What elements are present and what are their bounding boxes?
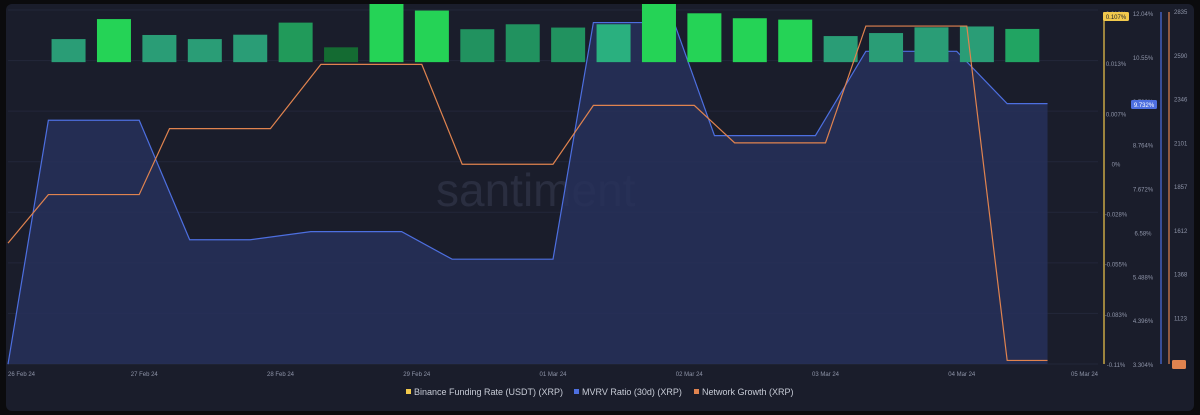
mvrv-tick-label: 5.488% (1133, 275, 1154, 281)
x-tick-label: 03 Mar 24 (812, 372, 840, 378)
funding-bar-4 (187, 39, 222, 63)
mvrv-axis-marker (1131, 100, 1157, 109)
legend-swatch-1 (406, 389, 411, 394)
mvrv-area (8, 22, 1048, 365)
funding-axis-marker (1103, 12, 1129, 21)
mvrv-tick-label: 12.04% (1133, 12, 1154, 18)
funding-bar-3 (142, 34, 177, 63)
funding-tick-label: 0.013% (1106, 62, 1127, 68)
funding-bar-14 (641, 4, 676, 63)
network_growth-tick-label: 2835 (1174, 10, 1188, 16)
funding-bar-9 (414, 10, 449, 63)
x-tick-label: 01 Mar 24 (539, 372, 567, 378)
funding-bar-16 (732, 18, 767, 63)
network_growth-tick-label: 2590 (1174, 54, 1188, 60)
legend-label-2: MVRV Ratio (30d) (XRP) (582, 387, 682, 397)
network-growth-axis-marker (1172, 360, 1186, 369)
funding-rate-bars (51, 4, 1040, 63)
network_growth-tick-label: 2101 (1174, 141, 1188, 147)
x-tick-label: 02 Mar 24 (676, 372, 704, 378)
legend: Binance Funding Rate (USDT) (XRP) MVRV Ra… (406, 387, 794, 397)
legend-swatch-3 (694, 389, 699, 394)
funding-bar-22 (1005, 28, 1040, 63)
funding-bar-19 (869, 33, 904, 63)
funding-tick-label: -0.11% (1107, 363, 1126, 369)
mvrv-tick-label: 7.672% (1133, 188, 1154, 194)
funding-bar-5 (233, 34, 268, 63)
funding-bar-21 (959, 26, 994, 63)
funding-bar-7 (324, 47, 359, 63)
legend-label-1: Binance Funding Rate (USDT) (XRP) (414, 387, 563, 397)
network_growth-tick-label: 1123 (1174, 316, 1188, 322)
x-tick-label: 05 Mar 24 (1071, 372, 1099, 378)
funding-tick-label: -0.055% (1105, 263, 1128, 269)
funding-bar-20 (914, 27, 949, 63)
y-axes: 0.019%0.013%0.007%0%-0.028%-0.055%-0.083… (1103, 10, 1188, 369)
funding-tick-label: -0.083% (1105, 313, 1128, 319)
x-tick-label: 26 Feb 24 (8, 372, 36, 378)
mvrv-axis-marker-label: 9.732% (1134, 103, 1155, 109)
funding-tick-label: 0% (1112, 162, 1121, 168)
legend-swatch-2 (574, 389, 579, 394)
funding-bar-15 (687, 13, 722, 63)
x-tick-label: 29 Feb 24 (403, 372, 431, 378)
x-tick-label: 27 Feb 24 (131, 372, 159, 378)
mvrv-tick-label: 6.58% (1134, 231, 1152, 237)
funding-bar-13 (596, 24, 631, 63)
funding-bar-6 (278, 22, 313, 63)
network_growth-tick-label: 2346 (1174, 98, 1188, 104)
chart-panel: santiment 26 Feb 24 27 Feb 24 28 Feb 24 29 … (6, 4, 1194, 411)
network_growth-tick-label: 1368 (1174, 273, 1188, 279)
x-tick-label: 28 Feb 24 (267, 372, 295, 378)
network_growth-tick-label: 1612 (1174, 229, 1188, 235)
funding-tick-label: -0.028% (1105, 213, 1128, 219)
funding-bar-18 (823, 36, 858, 63)
chart: santiment 26 Feb 24 27 Feb 24 28 Feb 24 29 … (7, 4, 1188, 397)
funding-axis-marker-label: 0.107% (1106, 15, 1127, 21)
network-growth-series (7, 25, 1048, 362)
mvrv-tick-label: 8.764% (1133, 144, 1154, 150)
mvrv-tick-label: 10.55% (1133, 56, 1154, 62)
funding-bar-12 (551, 27, 586, 63)
funding-tick-label: 0.007% (1106, 112, 1127, 118)
funding-bar-10 (460, 29, 495, 63)
funding-bar-8 (369, 4, 404, 63)
x-tick-label: 04 Mar 24 (948, 372, 976, 378)
x-axis: 26 Feb 24 27 Feb 24 28 Feb 24 29 Feb 24 01 M… (8, 372, 1099, 378)
funding-bar-17 (778, 19, 813, 63)
funding-bar-11 (505, 24, 540, 63)
funding-bar-1 (51, 39, 86, 63)
funding-bar-2 (96, 19, 131, 63)
network_growth-tick-label: 1857 (1174, 185, 1188, 191)
mvrv-tick-label: 3.304% (1133, 363, 1154, 369)
network-growth-line (7, 25, 1048, 362)
legend-label-3: Network Growth (XRP) (702, 387, 794, 397)
mvrv-tick-label: 4.396% (1133, 319, 1154, 325)
